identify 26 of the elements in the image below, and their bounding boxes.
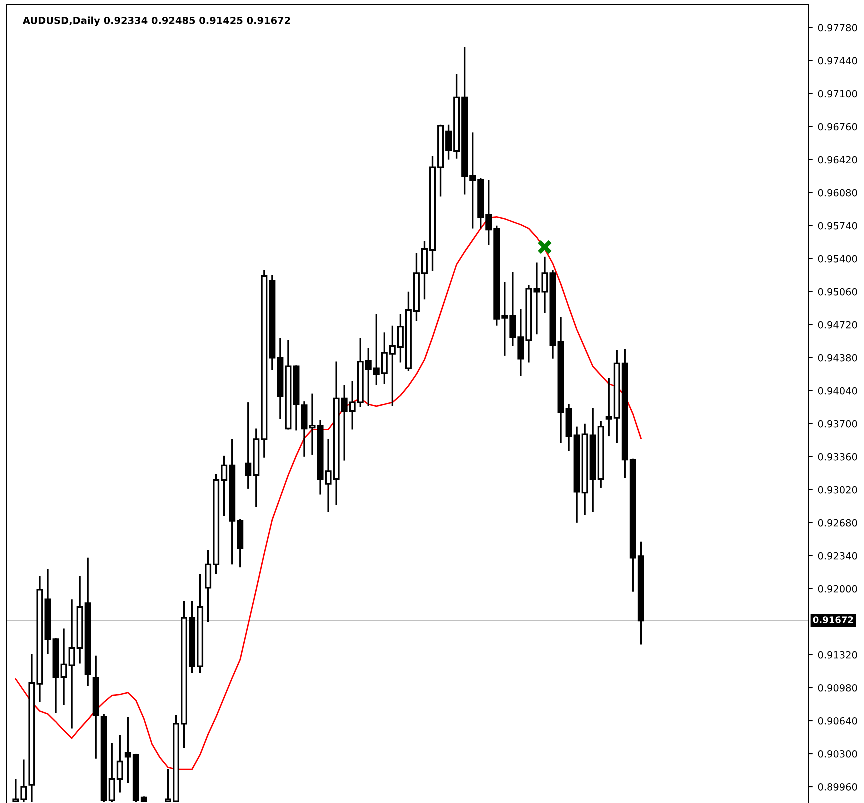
y-tick-label: 0.96080 — [818, 189, 858, 197]
y-tick-label: 0.92000 — [818, 585, 858, 593]
y-tick-label: 0.96760 — [818, 123, 858, 131]
y-tick-label: 0.89960 — [818, 783, 858, 791]
y-tick-label: 0.95740 — [818, 222, 858, 230]
y-tick-label: 0.95400 — [818, 255, 858, 263]
candlestick — [301, 400, 308, 458]
y-tick-label: 0.94720 — [818, 321, 858, 329]
y-tick-label: 0.97100 — [818, 90, 858, 98]
y-tick-label: 0.93020 — [818, 486, 858, 494]
y-tick-label: 0.95060 — [818, 288, 858, 296]
y-tick-label: 0.94040 — [818, 387, 858, 395]
y-tick-label: 0.90640 — [818, 717, 858, 725]
y-tick-label: 0.93360 — [818, 453, 858, 461]
ref-line-label: 0.91672 — [813, 616, 854, 624]
y-tick-label: 0.96420 — [818, 156, 858, 164]
y-tick-label: 0.94380 — [818, 354, 858, 362]
y-tick-label: 0.90300 — [818, 750, 858, 758]
y-tick-label: 0.93700 — [818, 420, 858, 428]
y-tick-label: 0.97440 — [818, 57, 858, 65]
y-tick-label: 0.90980 — [818, 684, 858, 692]
y-tick-label: 0.91320 — [818, 651, 858, 659]
y-tick-label: 0.92340 — [818, 552, 858, 560]
y-tick-label: 0.92680 — [818, 519, 858, 527]
text: AUDUSD,Daily 0.92334 0.92485 0.91425 0.91672 — [22, 16, 290, 26]
y-tick-label: 0.97780 — [818, 24, 858, 32]
